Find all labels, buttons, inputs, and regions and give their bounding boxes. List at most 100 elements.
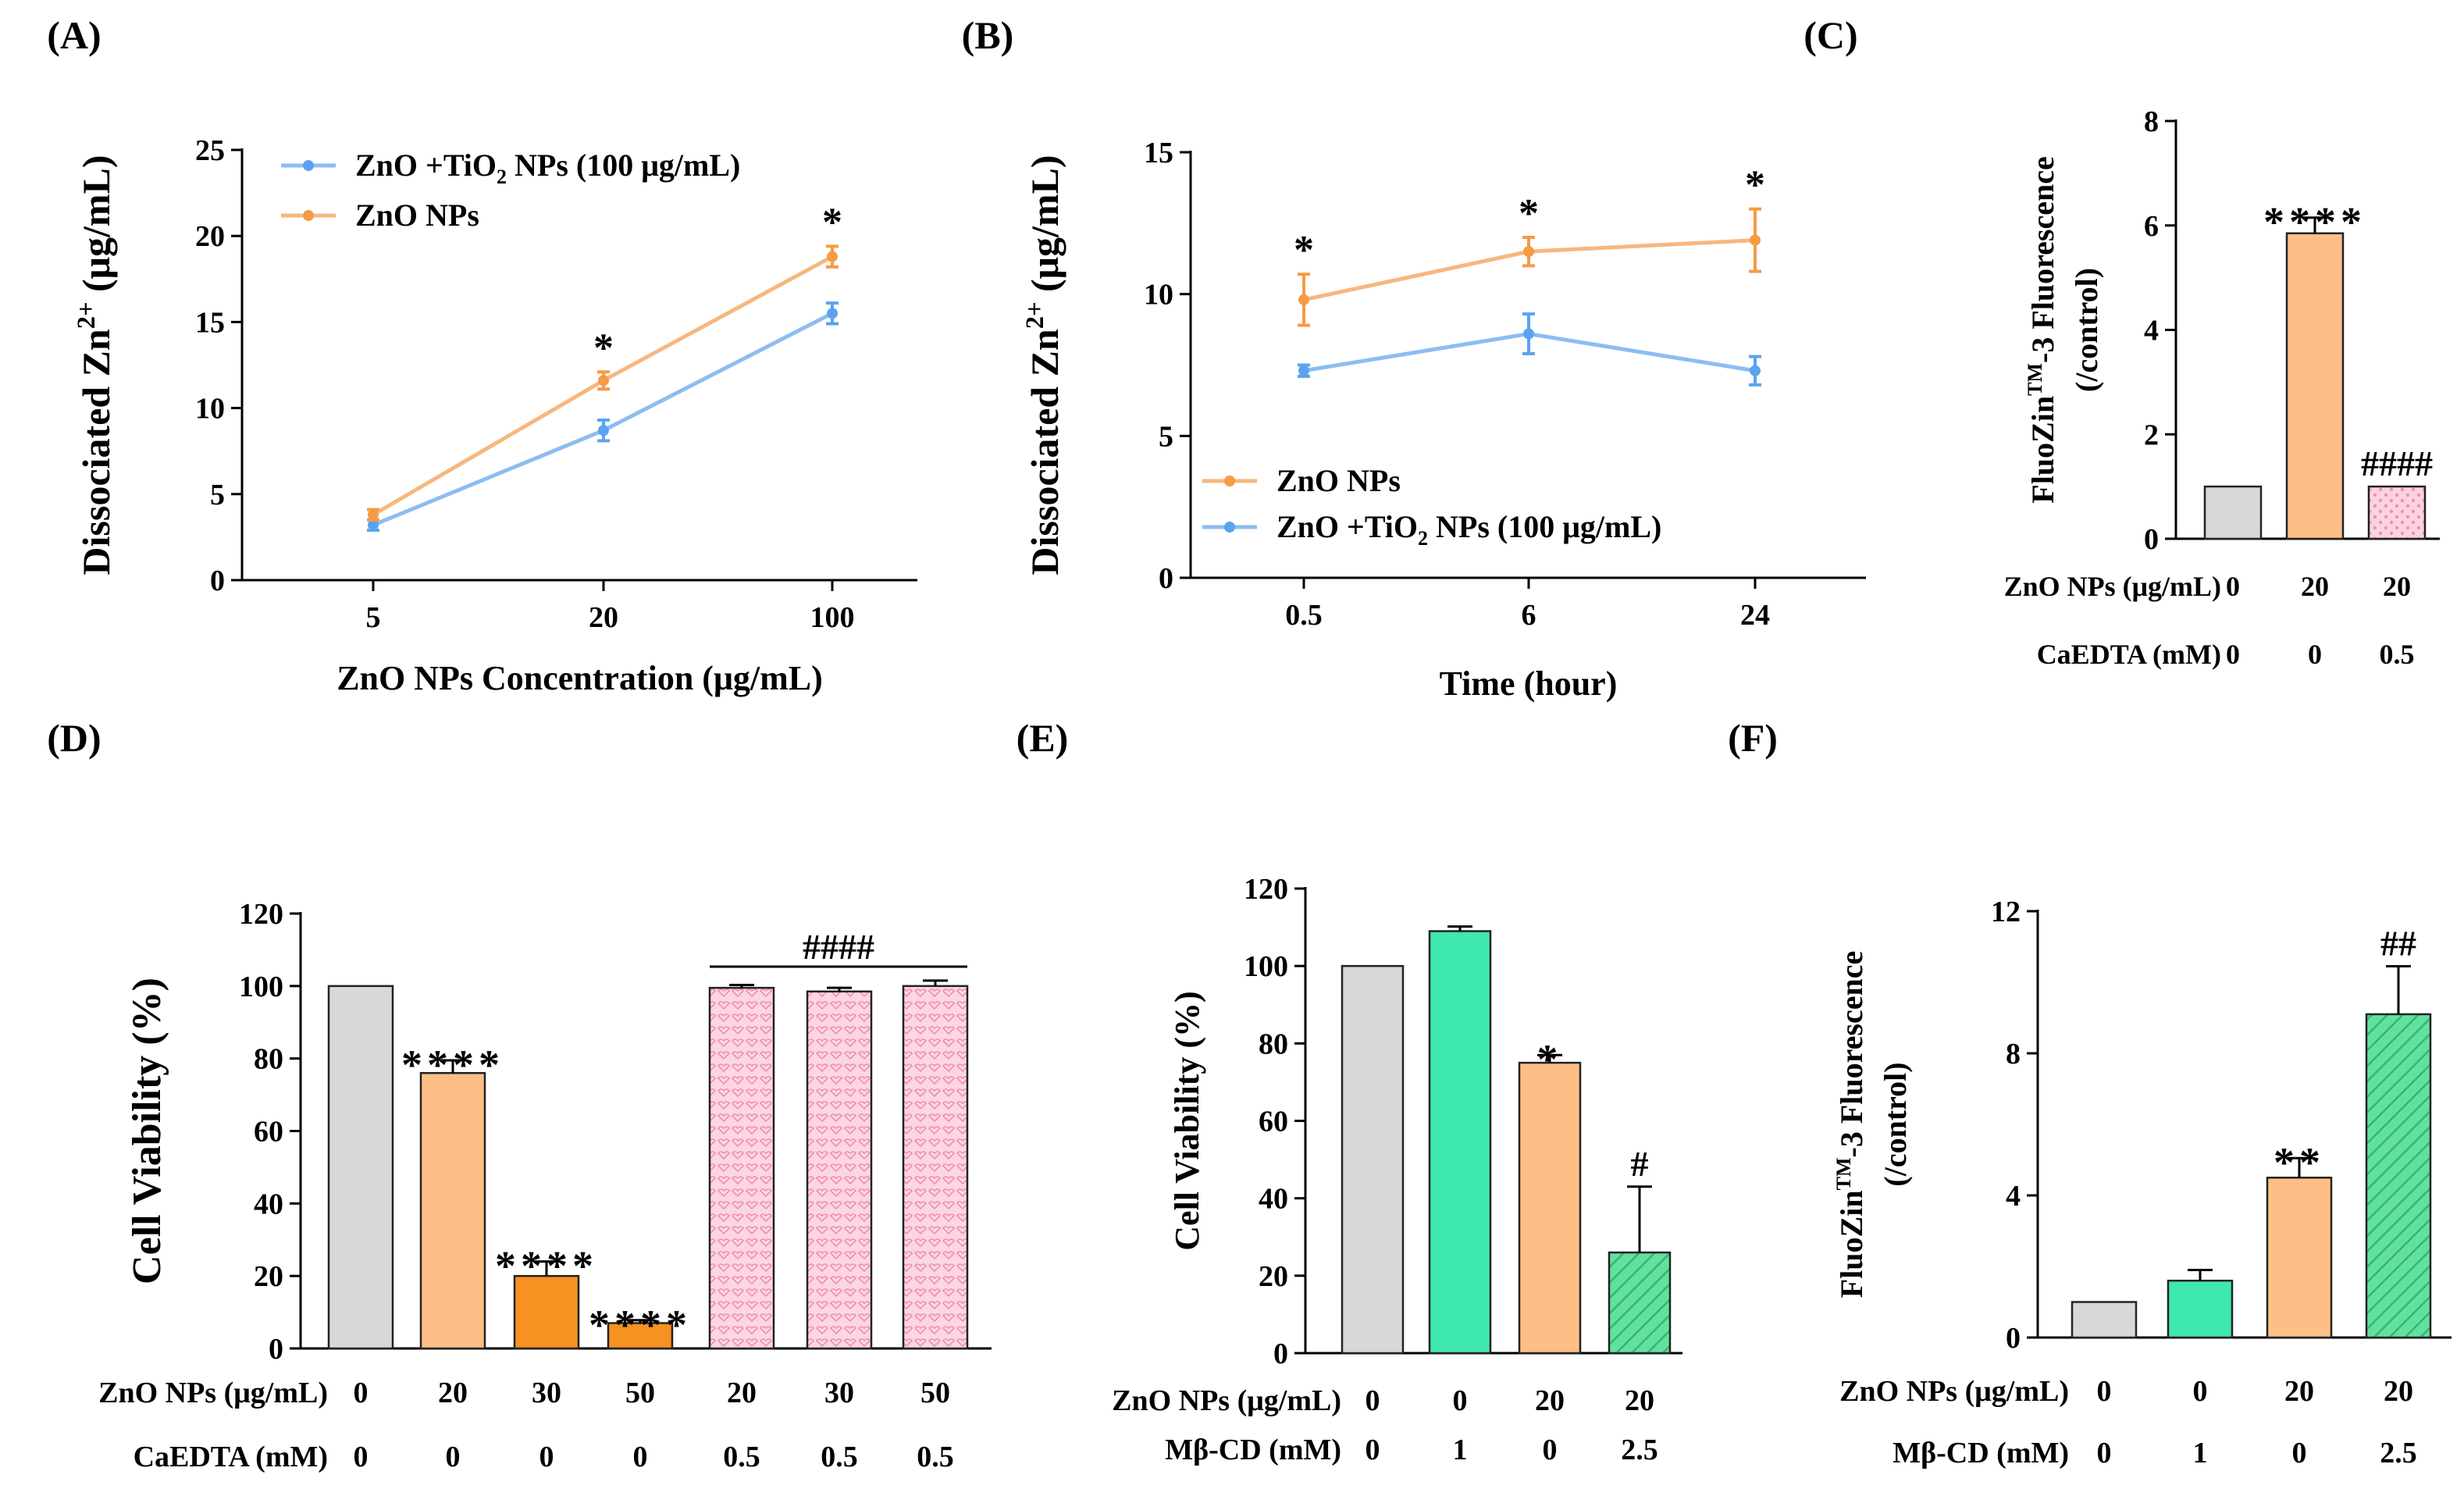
y-axis-title: Dissociated Zn2+ (μg/mL): [1021, 155, 1066, 575]
condition-row-label: Mβ-CD (mM): [1165, 1434, 1341, 1466]
y-tick-label: 15: [1144, 137, 1173, 169]
condition-row-label: Mβ-CD (mM): [1893, 1437, 2069, 1469]
bar: [1518, 1061, 1582, 1355]
condition-value: 20: [727, 1377, 757, 1409]
y-tick-label: 0: [2144, 523, 2159, 556]
y-axis-title: Cell Viability (%): [1168, 991, 1206, 1250]
x-tick-label: 5: [366, 601, 381, 634]
legend-label: ZnO NPs: [1277, 463, 1401, 498]
y-tick-label: 8: [2006, 1038, 2021, 1070]
condition-value: 0: [446, 1441, 461, 1473]
condition-value: 0: [2226, 639, 2240, 670]
condition-value: 0: [2097, 1375, 2112, 1408]
significance-mark: ##: [2380, 924, 2416, 964]
condition-value: 20: [2301, 571, 2329, 602]
condition-value: 0: [2226, 571, 2240, 602]
condition-value: 20: [2284, 1375, 2314, 1408]
legend-label: ZnO NPs: [355, 198, 479, 233]
condition-value: 0: [539, 1441, 554, 1473]
x-tick-label: 24: [1740, 599, 1770, 632]
condition-value: 0: [354, 1441, 369, 1473]
condition-value: 0: [633, 1441, 648, 1473]
significance-mark: ####: [2361, 443, 2433, 483]
y-tick-label: 15: [195, 306, 225, 339]
y-tick-label: 80: [254, 1043, 283, 1076]
x-tick-label: 6: [1522, 599, 1536, 632]
significance-star: *: [1519, 191, 1539, 236]
condition-value: 2.5: [2380, 1437, 2417, 1469]
bar: [2365, 1013, 2432, 1339]
data-point: [1298, 365, 1309, 376]
y-tick-label: 5: [1159, 420, 1173, 453]
y-axis-title-line2: (/control): [1878, 1062, 1913, 1186]
significance-mark: ****: [495, 1243, 598, 1290]
data-point: [368, 519, 379, 531]
bar: [2071, 1301, 2138, 1339]
x-axis-title: Time (hour): [1440, 664, 1618, 703]
condition-value: 30: [532, 1377, 561, 1409]
y-tick-label: 20: [1259, 1260, 1288, 1293]
condition-value: 0: [354, 1377, 369, 1409]
x-axis-title: ZnO NPs Concentration (μg/mL): [336, 659, 823, 697]
bar: [419, 1071, 486, 1350]
condition-row-label: CaEDTA (mM): [134, 1441, 328, 1473]
data-point: [598, 375, 609, 386]
significance-star: *: [1294, 228, 1314, 273]
significance-mark: ****: [589, 1302, 692, 1348]
panel-label-F: (F): [1728, 716, 1778, 760]
legend-marker: [1224, 522, 1235, 533]
bar: [2367, 485, 2427, 540]
significance-mark: #: [1631, 1144, 1649, 1184]
legend-marker: [1224, 476, 1235, 486]
bar: [1608, 1251, 1672, 1355]
y-tick-label: 60: [254, 1116, 283, 1149]
y-tick-label: 20: [195, 220, 225, 253]
significance-mark: ****: [2263, 199, 2366, 246]
bar: [513, 1274, 580, 1350]
condition-value: 50: [920, 1377, 950, 1409]
y-tick-label: 120: [239, 898, 283, 931]
bar: [2285, 232, 2345, 540]
condition-value: 20: [1625, 1384, 1654, 1417]
data-point: [1750, 365, 1761, 376]
y-tick-label: 100: [239, 971, 283, 1003]
legend-label: ZnO +TiO2 NPs (100 μg/mL): [1277, 509, 1661, 550]
bar: [2167, 1279, 2234, 1339]
y-tick-label: 2: [2144, 419, 2159, 451]
x-tick-label: 0.5: [1285, 599, 1323, 632]
legend-label: ZnO +TiO2 NPs (100 μg/mL): [355, 148, 740, 188]
condition-row-label: CaEDTA (mM): [2037, 639, 2221, 670]
y-tick-label: 60: [1259, 1106, 1288, 1138]
significance-mark: **: [2274, 1139, 2325, 1186]
bar: [2266, 1177, 2333, 1339]
y-axis-title: FluoZinTM-3 Fluorescence: [1832, 951, 1869, 1298]
panel-label-B: (B): [962, 13, 1014, 57]
y-axis-title-line2: (/control): [2069, 268, 2104, 392]
legend-marker: [303, 210, 314, 221]
y-tick-label: 25: [195, 134, 225, 167]
condition-value: 0.5: [821, 1441, 858, 1473]
data-point: [827, 308, 838, 319]
bar: [708, 986, 775, 1350]
y-tick-label: 0: [210, 565, 225, 597]
y-tick-label: 10: [1144, 279, 1173, 312]
data-point: [1298, 294, 1309, 305]
y-tick-label: 10: [195, 393, 225, 426]
condition-value: 0: [1366, 1384, 1380, 1417]
x-tick-label: 100: [810, 601, 855, 634]
significance-mark: *: [1537, 1036, 1563, 1083]
condition-value: 0: [2308, 639, 2322, 670]
y-tick-label: 5: [210, 479, 225, 511]
line-chart-B: 0 5 10 15 0.5 6 24 * * * ZnO NPs ZnO +TiO2 NPs (100…: [1021, 137, 1866, 703]
data-point: [1750, 234, 1761, 246]
condition-value: 20: [1535, 1384, 1565, 1417]
y-tick-label: 100: [1244, 950, 1288, 983]
y-tick-label: 0: [2006, 1322, 2021, 1355]
condition-value: 2.5: [1621, 1434, 1658, 1466]
condition-value: 0: [2292, 1437, 2307, 1469]
y-axis-title: Cell Viability (%): [125, 978, 169, 1284]
condition-value: 1: [1453, 1434, 1468, 1466]
condition-value: 0.5: [2380, 639, 2415, 670]
